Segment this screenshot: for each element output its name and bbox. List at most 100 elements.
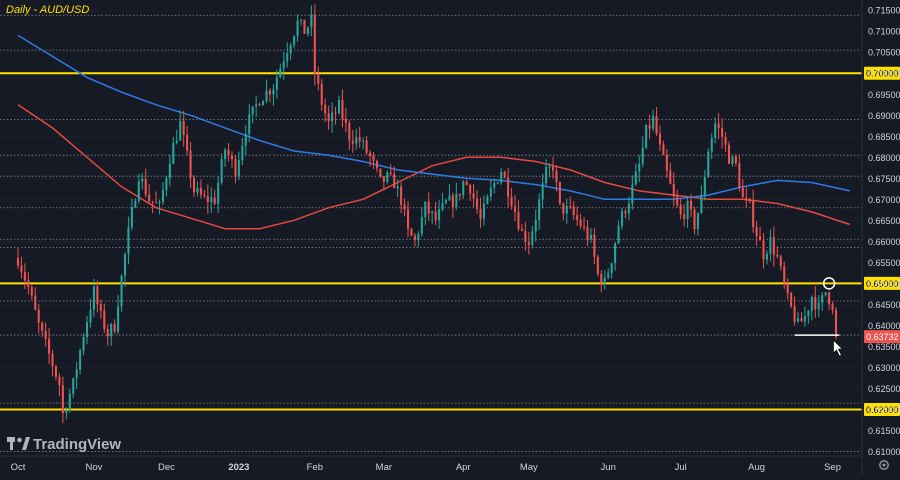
candle-body — [117, 306, 120, 332]
candle — [179, 110, 182, 142]
candle-body — [641, 147, 644, 164]
x-tick-label: Dec — [158, 462, 175, 473]
candle-body — [406, 209, 410, 229]
candle-body — [814, 296, 817, 310]
candle-body — [337, 99, 341, 114]
candle-body — [562, 202, 565, 214]
candle-body — [48, 338, 51, 354]
candle-body — [68, 393, 71, 411]
candle — [593, 228, 596, 265]
candle — [303, 19, 306, 35]
candle-body — [690, 200, 693, 210]
candle — [382, 176, 385, 191]
y-tick-label: 0.68000 — [868, 153, 900, 163]
candle-body — [286, 53, 289, 62]
candle-body — [465, 181, 468, 185]
candle — [168, 154, 171, 187]
y-tick-label: 0.62500 — [868, 384, 900, 394]
y-tick-label: 0.66500 — [868, 216, 900, 226]
candle — [227, 143, 230, 162]
candle — [113, 319, 116, 334]
candle — [676, 189, 679, 208]
candle — [565, 198, 568, 224]
candle — [752, 189, 755, 233]
candle-body — [821, 295, 824, 303]
candle-body — [158, 201, 161, 203]
candle-body — [738, 163, 741, 188]
candle — [123, 252, 127, 287]
candle — [555, 165, 558, 192]
candle — [317, 66, 320, 91]
candle — [413, 233, 416, 247]
last-price-tag — [864, 330, 900, 344]
candle — [586, 219, 589, 246]
candle-body — [451, 195, 454, 207]
candle-body — [255, 104, 258, 107]
candle-body — [817, 302, 820, 310]
candle — [175, 129, 178, 145]
candle — [417, 231, 420, 247]
candle — [85, 316, 89, 345]
candle-body — [303, 19, 306, 34]
candle-body — [61, 385, 64, 413]
candle — [182, 110, 185, 147]
key-level-label: 0.65000 — [866, 279, 899, 289]
candle — [458, 193, 461, 201]
candle-body — [648, 124, 651, 129]
candle-body — [434, 211, 437, 221]
candle-body — [244, 134, 247, 146]
candle — [58, 373, 61, 397]
candle-body — [493, 183, 496, 188]
candle-body — [790, 293, 793, 307]
candle — [341, 89, 344, 128]
candle-body — [75, 369, 78, 379]
candle — [96, 280, 99, 313]
candle — [641, 136, 644, 168]
candle — [365, 135, 368, 155]
key-level-tag — [864, 402, 900, 416]
x-tick-label: Aug — [748, 462, 765, 473]
candle-body — [462, 181, 465, 196]
candle — [224, 147, 227, 167]
candle-body — [410, 228, 413, 236]
candle — [403, 198, 406, 217]
candle-body — [137, 181, 140, 201]
candle — [75, 361, 78, 390]
candle — [406, 201, 410, 238]
candle-body — [293, 36, 296, 46]
candle — [817, 294, 820, 318]
candle — [520, 223, 523, 232]
candle — [558, 181, 561, 206]
candle-body — [507, 177, 510, 197]
candle-body — [707, 151, 710, 177]
candle-body — [834, 309, 838, 337]
candle — [479, 197, 482, 228]
candle-body — [213, 197, 216, 204]
gear-icon[interactable] — [879, 460, 889, 470]
candle — [334, 106, 337, 125]
candle — [427, 192, 430, 222]
candle — [551, 156, 555, 179]
candle-body — [672, 183, 675, 197]
time-axis[interactable]: Oct Nov Dec 2023 Feb Mar Apr May Jun Jul Aug Sep — [0, 455, 862, 473]
candle — [165, 175, 168, 197]
price-axis[interactable]: 0.71500 0.71000 0.70500 0.70000 0.69500 0.690… — [861, 0, 900, 475]
y-tick-label: 0.61500 — [868, 426, 900, 436]
candle — [693, 206, 696, 235]
candle — [103, 303, 106, 334]
candle-body — [79, 350, 82, 370]
candle-body — [458, 193, 461, 196]
candle-body — [696, 212, 699, 229]
candle — [734, 153, 737, 167]
candle-body — [268, 90, 271, 95]
candle-body — [351, 140, 354, 144]
candle — [379, 168, 382, 178]
candle-body — [617, 225, 620, 244]
candle — [54, 364, 58, 381]
candle — [779, 254, 782, 271]
moving-average-blue — [17, 34, 850, 201]
x-tick-label: Mar — [376, 462, 392, 473]
candle-body — [220, 159, 223, 183]
